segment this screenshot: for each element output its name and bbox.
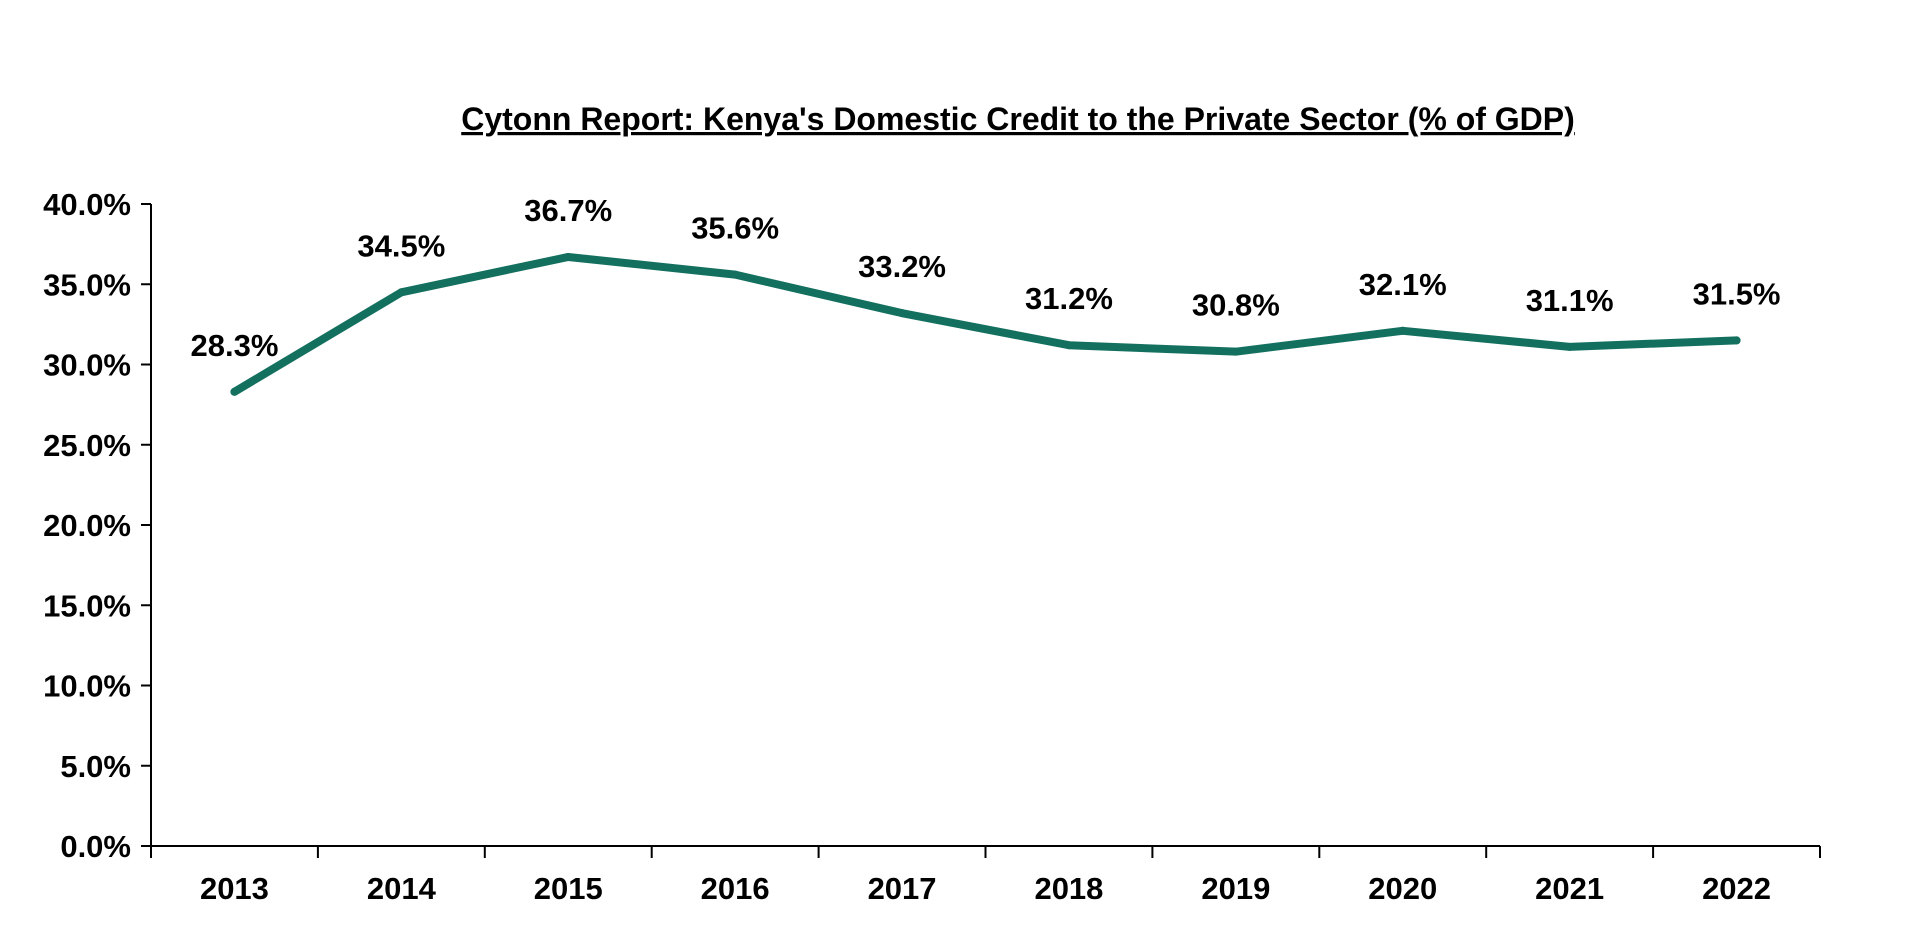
data-point — [564, 252, 573, 261]
data-point — [731, 270, 740, 279]
x-tick-label: 2021 — [1535, 871, 1604, 906]
data-label: 32.1% — [1359, 267, 1447, 302]
x-tick-label: 2017 — [868, 871, 937, 906]
data-label: 31.5% — [1693, 276, 1781, 311]
chart-title: Cytonn Report: Kenya's Domestic Credit t… — [461, 101, 1575, 137]
x-tick-label: 2020 — [1368, 871, 1437, 906]
data-label: 35.6% — [691, 211, 779, 246]
x-tick-label: 2014 — [367, 871, 437, 906]
y-tick-label: 30.0% — [43, 348, 131, 383]
y-tick-label: 10.0% — [43, 669, 131, 704]
x-tick-label: 2016 — [701, 871, 770, 906]
x-tick-label: 2013 — [200, 871, 269, 906]
data-label: 31.1% — [1526, 283, 1614, 318]
data-label: 34.5% — [357, 228, 445, 263]
x-tick-label: 2019 — [1201, 871, 1270, 906]
data-point — [1732, 336, 1741, 345]
y-tick-label: 40.0% — [43, 187, 131, 222]
data-label: 28.3% — [190, 328, 278, 363]
data-point — [397, 288, 406, 297]
data-label: 33.2% — [858, 249, 946, 284]
data-point — [1064, 341, 1073, 350]
plot-group: 28.3% 34.5% 36.7% 35.6% 33.2% 31.2% 30.8% 32.1%… — [190, 193, 1781, 396]
y-tick-label: 20.0% — [43, 508, 131, 543]
x-tick-label: 2018 — [1034, 871, 1103, 906]
series-line — [230, 252, 1741, 396]
axes-group: 0.0% 5.0% 10.0% 15.0% 20.0% 25.0% 30.0% 35.0% 40… — [43, 187, 1821, 906]
y-tick-label: 0.0% — [60, 829, 131, 864]
data-label: 31.2% — [1025, 281, 1113, 316]
data-point — [1565, 342, 1574, 351]
data-point — [1231, 347, 1240, 356]
data-point — [1398, 326, 1407, 335]
x-tick-label: 2022 — [1702, 871, 1771, 906]
y-tick-label: 35.0% — [43, 267, 131, 302]
data-point — [898, 309, 907, 318]
y-tick-label: 5.0% — [60, 749, 131, 784]
x-tick-label: 2015 — [534, 871, 603, 906]
data-label: 36.7% — [524, 193, 612, 228]
data-label: 30.8% — [1192, 288, 1280, 323]
y-tick-label: 25.0% — [43, 428, 131, 463]
y-tick-label: 15.0% — [43, 588, 131, 623]
data-point — [230, 387, 239, 396]
